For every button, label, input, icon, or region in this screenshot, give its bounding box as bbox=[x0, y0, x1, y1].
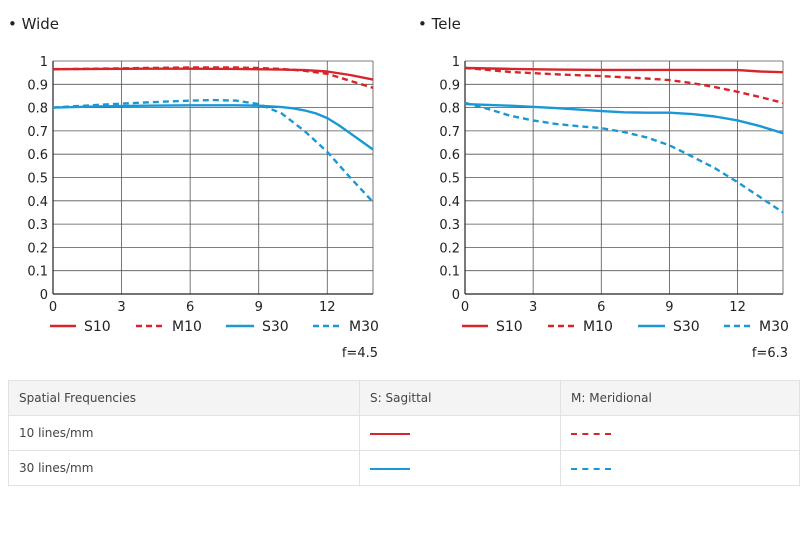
chart-1-series-s10-line bbox=[52, 67, 374, 81]
chart-2-aperture-label: f=6.3 bbox=[752, 346, 788, 361]
chart-1-y-tick-label: 0.6 bbox=[27, 148, 48, 163]
header-sagittal: S: Sagittal bbox=[359, 380, 561, 416]
chart-1-x-tick-label: 0 bbox=[49, 300, 57, 315]
chart-2-x-tick-label: 6 bbox=[597, 300, 605, 315]
chart-2-series-s10-line bbox=[464, 66, 784, 74]
chart-1-y-tick-label: 0.5 bbox=[27, 172, 48, 187]
row-label-30: 30 lines/mm bbox=[8, 450, 360, 486]
chart-1-y-tick-label: 0.8 bbox=[27, 102, 48, 117]
header-spatial-frequencies: Spatial Frequencies bbox=[8, 380, 360, 416]
chart-1-x-tick-label: 12 bbox=[319, 300, 336, 315]
sagittal-10-swatch bbox=[359, 415, 561, 451]
chart-2-legend-label-s30: S30 bbox=[673, 319, 700, 335]
chart-2-y-tick-label: 0 bbox=[452, 288, 460, 303]
header-meridional: M: Meridional bbox=[560, 380, 800, 416]
chart-1-y-tick-label: 1 bbox=[40, 55, 48, 70]
chart-2-y-tick-label: 0.3 bbox=[439, 218, 460, 233]
chart-1-y-tick-label: 0.2 bbox=[27, 241, 48, 256]
table-header-row: Spatial Frequencies S: Sagittal M: Merid… bbox=[8, 380, 800, 416]
chart-2-legend-label-m30: M30 bbox=[759, 319, 789, 335]
sagittal-30-swatch bbox=[359, 450, 561, 486]
table-row: 30 lines/mm bbox=[8, 450, 800, 486]
chart-1-series-m10-line bbox=[52, 66, 374, 89]
chart-1-legend-label-m10: M10 bbox=[172, 319, 202, 335]
chart-2-legend-label-s10: S10 bbox=[496, 319, 523, 335]
chart-2-series-s30-line bbox=[464, 102, 784, 135]
meridional-10-swatch bbox=[560, 415, 800, 451]
chart-2-x-tick-label: 0 bbox=[461, 300, 469, 315]
chart-2-y-tick-label: 0.7 bbox=[439, 125, 460, 140]
chart-1-legend-label-s30: S30 bbox=[262, 319, 289, 335]
chart-1-y-tick-label: 0.1 bbox=[27, 265, 48, 280]
meridional-30-swatch bbox=[560, 450, 800, 486]
chart-2-y-tick-label: 0.8 bbox=[439, 102, 460, 117]
chart-1-x-tick-label: 6 bbox=[186, 300, 194, 315]
chart-2-y-tick-label: 0.4 bbox=[439, 195, 460, 210]
chart-2-y-tick-label: 0.2 bbox=[439, 241, 460, 256]
chart-1-y-tick-label: 0.3 bbox=[27, 218, 48, 233]
chart-1-aperture-label: f=4.5 bbox=[342, 346, 378, 361]
chart-1-y-tick-label: 0.9 bbox=[27, 78, 48, 93]
table-row: 10 lines/mm bbox=[8, 415, 800, 451]
row-label-10: 10 lines/mm bbox=[8, 415, 360, 451]
chart-2-title: • Tele bbox=[418, 15, 461, 33]
chart-2-x-tick-label: 9 bbox=[665, 300, 673, 315]
chart-2-series-m10-line bbox=[464, 66, 784, 105]
chart-1-title: • Wide bbox=[8, 15, 59, 33]
chart-2-y-tick-label: 0.5 bbox=[439, 172, 460, 187]
chart-1-y-tick-label: 0.4 bbox=[27, 195, 48, 210]
chart-2-x-tick-label: 3 bbox=[529, 300, 537, 315]
chart-1-y-tick-label: 0 bbox=[40, 288, 48, 303]
chart-1-series-m30-line bbox=[52, 98, 374, 203]
chart-2-y-tick-label: 0.9 bbox=[439, 78, 460, 93]
mtf-charts: • Wide 0 0.1 0.2 0.3 0.4 0.5 0.6 0.7 0.8 0.9 1 0 3 6 9 1… bbox=[8, 15, 789, 361]
chart-1-legend-label-s10: S10 bbox=[84, 319, 111, 335]
chart-1-x-tick-label: 3 bbox=[117, 300, 125, 315]
line-legend-table: Spatial Frequencies S: Sagittal M: Merid… bbox=[8, 380, 800, 486]
chart-2-series-m30-line bbox=[464, 101, 784, 214]
chart-1-series-s30-line bbox=[52, 104, 374, 151]
chart-1-x-tick-label: 9 bbox=[255, 300, 263, 315]
chart-1-legend-label-m30: M30 bbox=[349, 319, 379, 335]
chart-1-y-tick-label: 0.7 bbox=[27, 125, 48, 140]
chart-2-y-tick-label: 0.1 bbox=[439, 265, 460, 280]
chart-2-y-tick-label: 0.6 bbox=[439, 148, 460, 163]
chart-2-x-tick-label: 12 bbox=[729, 300, 746, 315]
chart-2-legend-label-m10: M10 bbox=[583, 319, 613, 335]
chart-2-y-tick-label: 1 bbox=[452, 55, 460, 70]
